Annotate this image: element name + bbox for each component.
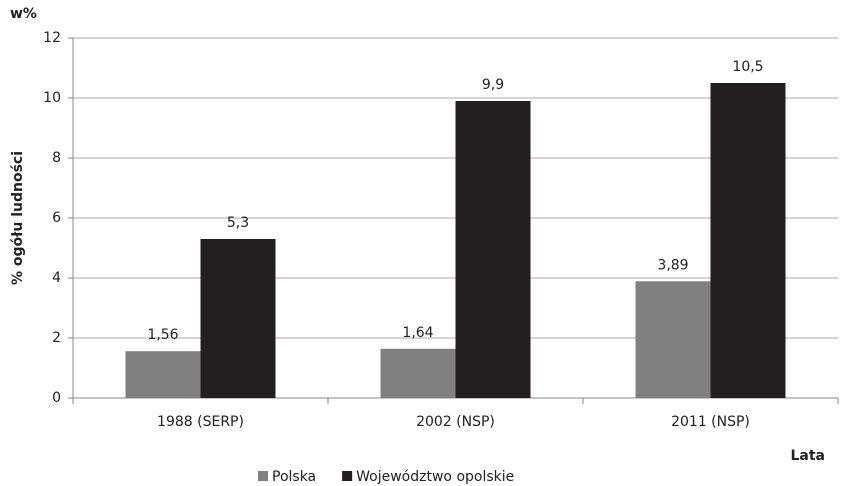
- data-label: 1,64: [402, 325, 433, 341]
- data-label: 3,89: [657, 257, 688, 273]
- legend-label: Polska: [272, 469, 316, 485]
- y-tick-label: 4: [52, 270, 61, 286]
- bar: [455, 101, 531, 398]
- bar: [635, 281, 711, 398]
- x-tick-label: 2002 (NSP): [416, 414, 495, 430]
- y-unit: w%: [10, 6, 37, 22]
- y-tick-label: 2: [52, 330, 61, 346]
- bar: [710, 83, 786, 398]
- y-tick-label: 6: [52, 210, 61, 226]
- y-tick-label: 10: [43, 90, 61, 106]
- y-tick-label: 12: [43, 30, 61, 46]
- data-label: 10,5: [732, 59, 763, 75]
- legend-swatch: [258, 471, 268, 481]
- bar: [380, 348, 456, 398]
- legend-swatch: [342, 471, 353, 481]
- bar: [200, 239, 276, 398]
- y-axis-title: % ogółu ludności: [10, 151, 26, 285]
- bar: [125, 351, 201, 398]
- y-tick-label: 0: [52, 390, 61, 406]
- x-tick-label: 2011 (NSP): [671, 414, 750, 430]
- y-tick-label: 8: [52, 150, 61, 166]
- legend-label: Województwo opolskie: [356, 469, 514, 485]
- x-tick-label: 1988 (SERP): [157, 414, 244, 430]
- x-axis-title: Lata: [790, 448, 825, 464]
- data-label: 5,3: [227, 215, 249, 231]
- data-label: 1,56: [147, 327, 178, 343]
- data-label: 9,9: [482, 77, 504, 93]
